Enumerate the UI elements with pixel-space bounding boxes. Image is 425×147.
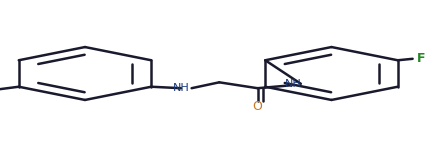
- Text: O: O: [252, 100, 263, 113]
- Text: F: F: [417, 52, 425, 65]
- Text: NH: NH: [173, 83, 190, 93]
- Text: NH: NH: [285, 79, 302, 89]
